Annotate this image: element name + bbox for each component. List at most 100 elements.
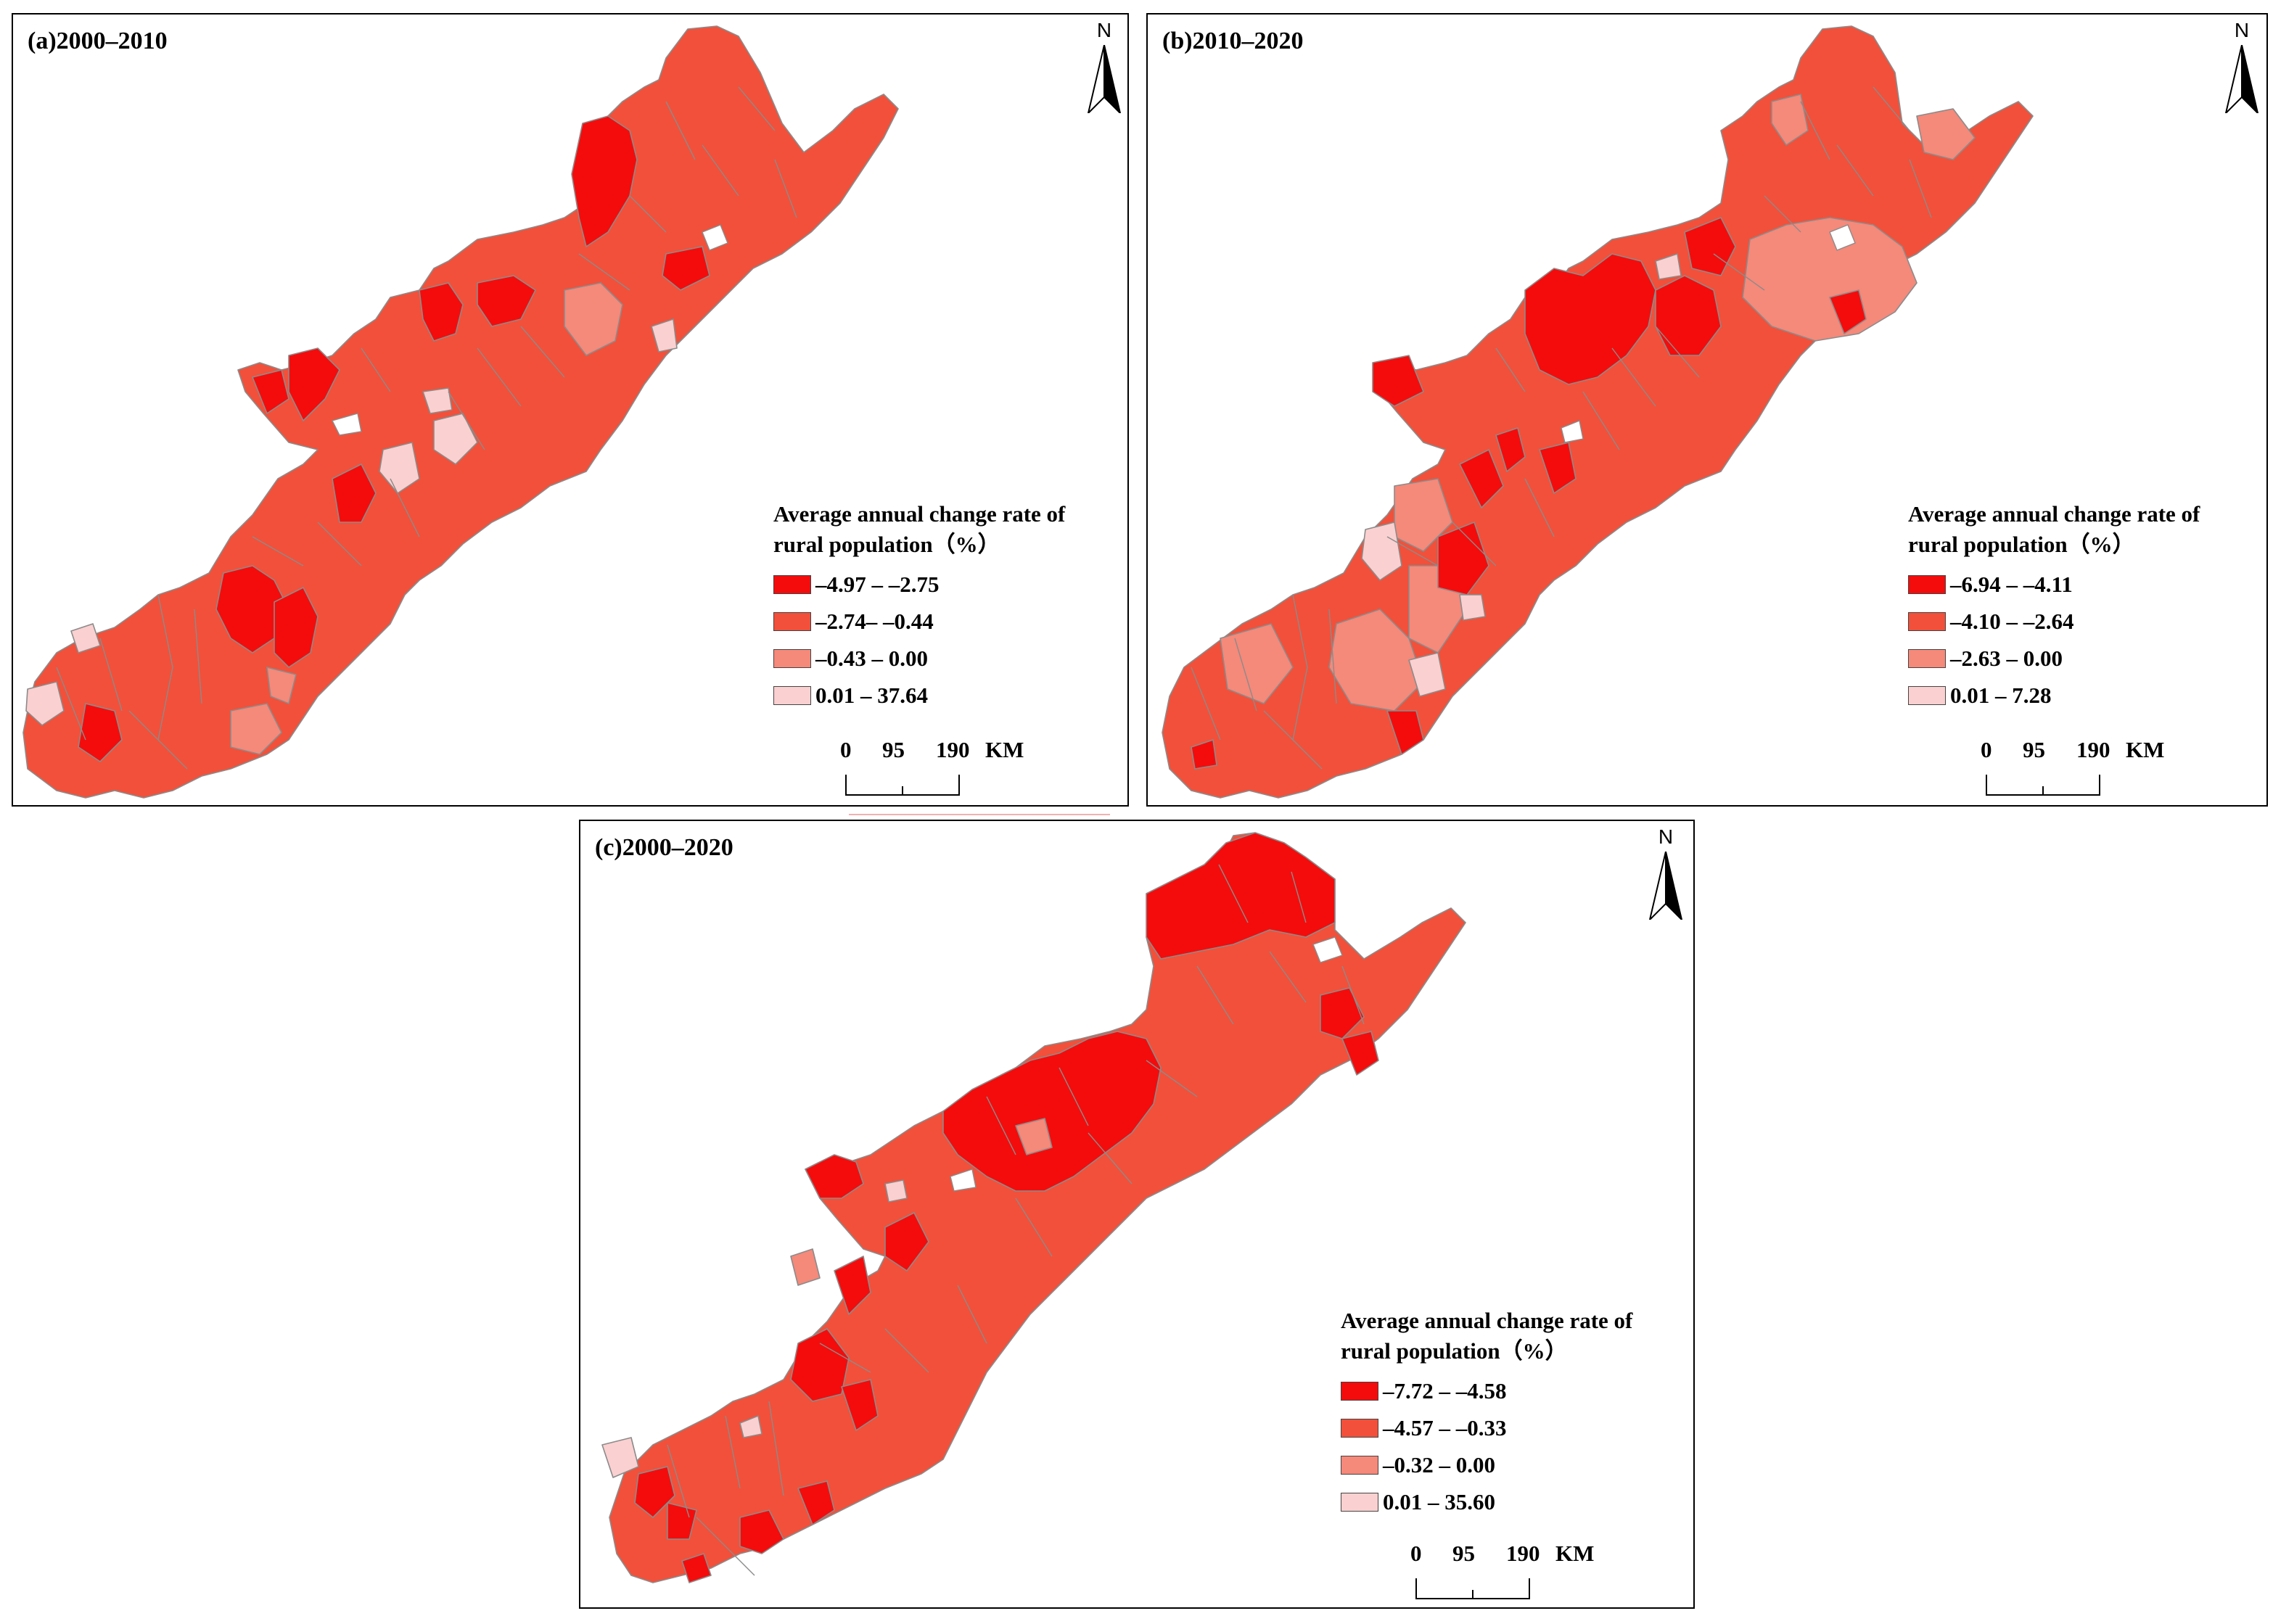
region-class1	[332, 463, 377, 523]
region-class4	[739, 1415, 763, 1438]
region-class1	[274, 587, 318, 668]
region-class4	[70, 623, 101, 654]
region-class4	[601, 1437, 639, 1478]
scale-unit: KM	[2126, 737, 2165, 762]
region-base	[1162, 25, 2034, 799]
scale-tick-190: 190	[2076, 737, 2110, 762]
north-label: N	[1658, 825, 1674, 848]
county-boundaries	[56, 86, 797, 770]
legend-item: –2.63 – 0.00	[1908, 640, 2200, 677]
region-class3	[1015, 1118, 1053, 1155]
scale-tick-190: 190	[936, 737, 970, 762]
region-class1	[1320, 987, 1365, 1039]
legend-swatch	[1341, 1381, 1378, 1401]
choropleth-map	[1162, 25, 2034, 799]
region-class1	[1386, 710, 1424, 755]
region-class1	[78, 703, 123, 762]
region-class1	[1524, 253, 1656, 385]
scale-unit: KM	[1555, 1541, 1595, 1566]
region-class3	[1742, 217, 1918, 342]
legend-label: –7.72 – –4.58	[1383, 1377, 1507, 1404]
region-class1	[739, 1509, 784, 1554]
panel-title: (b)2010–2020	[1162, 28, 1304, 54]
region-class4	[379, 442, 420, 494]
legend-label: –4.97 – –2.75	[815, 571, 940, 597]
region-class1	[884, 1212, 929, 1271]
region-class3	[230, 703, 282, 755]
legend-title-line1: Average annual change rate of	[1908, 501, 2200, 527]
scale-unit: KM	[985, 737, 1024, 762]
map-panel-2000-2020: (c)2000–2020 N Average annual change rat…	[579, 820, 1695, 1609]
region-no-data	[702, 224, 728, 251]
scale-tick-95: 95	[882, 737, 905, 762]
scale-labels: 0 95 190 KM	[840, 737, 1024, 766]
region-class1	[634, 1466, 675, 1518]
legend: Average annual change rate of rural popu…	[773, 499, 1065, 714]
legend-label: 0.01 – 7.28	[1950, 682, 2052, 708]
choropleth-map	[22, 25, 899, 799]
legend-items: –7.72 – –4.58 –4.57 – –0.33 –0.32 – 0.00…	[1341, 1372, 1632, 1520]
region-class1	[1655, 275, 1722, 356]
region-class1	[1191, 739, 1217, 770]
region-class3	[790, 1248, 821, 1286]
north-arrow: N	[1644, 825, 1688, 920]
legend: Average annual change rate of rural popu…	[1341, 1306, 1632, 1520]
legend: Average annual change rate of rural popu…	[1908, 499, 2200, 714]
panel-title: (c)2000–2020	[595, 834, 733, 861]
region-class1	[1372, 355, 1424, 407]
county-boundaries	[1191, 86, 1932, 770]
region-class3	[1328, 609, 1424, 712]
region-class1	[419, 282, 464, 342]
scale-tick-190: 190	[1506, 1541, 1540, 1566]
region-class1	[1459, 449, 1504, 508]
legend-swatch	[1341, 1418, 1378, 1438]
scale-tick-95: 95	[1452, 1541, 1475, 1566]
region-class4	[433, 413, 478, 465]
scale-tick-0: 0	[1410, 1541, 1422, 1566]
region-class1	[662, 246, 710, 291]
region-class4	[884, 1179, 908, 1203]
scale-bar-line	[845, 775, 960, 796]
scale-bar: 0 95 190 KM	[1981, 737, 2164, 802]
north-arrow-icon	[2224, 45, 2259, 113]
legend-item: –4.97 – –2.75	[773, 566, 1065, 603]
region-class1	[1684, 217, 1736, 276]
scale-tick-0: 0	[1981, 737, 1992, 762]
region-class1	[1539, 442, 1577, 494]
legend-swatch	[1908, 685, 1946, 705]
region-class4	[422, 387, 453, 414]
region-class1	[477, 275, 536, 327]
map-panel-2010-2020: (b)2010–2020 N Average annual change rat…	[1146, 13, 2268, 807]
legend-swatch	[1341, 1455, 1378, 1475]
region-class4	[1408, 652, 1446, 697]
region-class1	[841, 1379, 879, 1431]
map-panel-2000-2010: (a)2000–2010 N Average annual change rat…	[12, 13, 1129, 807]
region-class1	[790, 1328, 850, 1402]
scale-bar: 0 95 190 KM	[1410, 1541, 1594, 1606]
legend-swatch	[1341, 1492, 1378, 1512]
region-class4	[1459, 594, 1486, 621]
legend-swatch	[773, 685, 811, 705]
legend-item: –4.57 – –0.33	[1341, 1409, 1632, 1446]
region-class3	[564, 282, 623, 356]
region-no-data	[331, 413, 362, 436]
legend-item: –2.74– –0.44	[773, 603, 1065, 640]
legend-item: –6.94 – –4.11	[1908, 566, 2200, 603]
region-class4	[25, 681, 65, 726]
scale-tick-0: 0	[840, 737, 852, 762]
legend-item: –7.72 – –4.58	[1341, 1372, 1632, 1409]
region-class3	[1771, 94, 1809, 146]
legend-label: –0.43 – 0.00	[815, 645, 928, 671]
legend-item: –0.32 – 0.00	[1341, 1446, 1632, 1483]
scale-bar: 0 95 190 KM	[840, 737, 1024, 802]
region-class1	[288, 347, 340, 421]
region-class3	[1220, 623, 1294, 704]
panel-title: (a)2000–2010	[28, 28, 168, 54]
legend-title-line1: Average annual change rate of	[1341, 1308, 1633, 1333]
region-class3	[266, 667, 297, 704]
scale-bar-line	[1415, 1578, 1530, 1599]
legend-label: –2.74– –0.44	[815, 608, 934, 634]
legend-swatch	[1908, 611, 1946, 631]
legend-label: –2.63 – 0.00	[1950, 645, 2063, 671]
county-boundaries	[667, 864, 1365, 1576]
